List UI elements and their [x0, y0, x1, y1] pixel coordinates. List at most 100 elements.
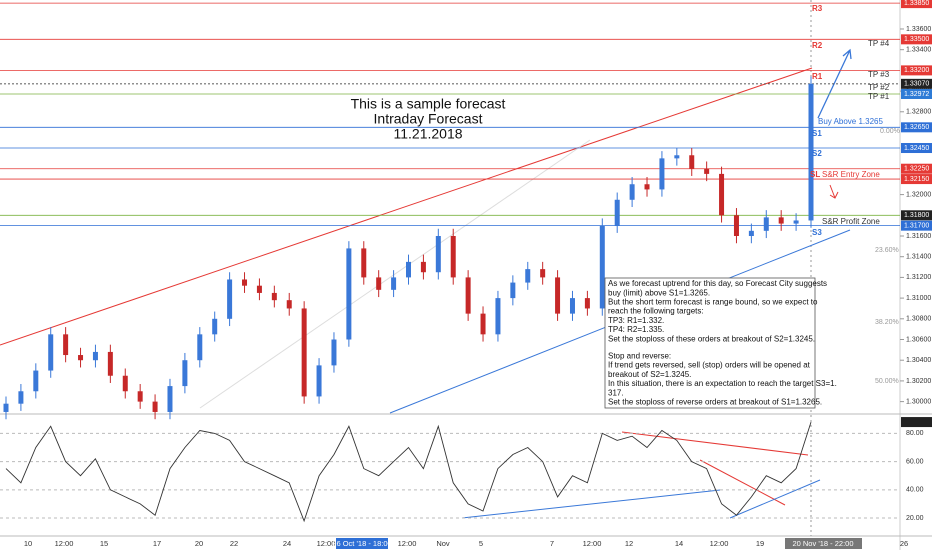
candle-body — [376, 277, 382, 290]
note-box — [604, 277, 816, 409]
candle-body — [510, 282, 516, 299]
candle-body — [271, 292, 277, 301]
candle-body — [301, 308, 307, 397]
level-label-bg — [901, 122, 932, 133]
annotation: TP #4 — [868, 39, 890, 48]
y-tick-label: 1.33600 — [906, 26, 931, 33]
candle-body — [465, 277, 471, 314]
y-tick-label: 1.32800 — [906, 109, 931, 116]
candle-body — [733, 215, 739, 236]
y-tick-label: 1.31000 — [906, 295, 931, 302]
x-tick-label: 20 — [195, 539, 203, 548]
candle-body — [763, 217, 769, 231]
x-tick-label: 24 — [283, 539, 291, 548]
osc-trend-line — [461, 489, 721, 519]
candle-body — [197, 334, 203, 361]
annotation: 23.60% — [875, 247, 899, 254]
annotation: Buy Above 1.3265 — [818, 117, 883, 126]
x-tick-label: 5 — [479, 539, 483, 548]
x-highlight — [336, 538, 388, 549]
axes: 1.336001.334001.330001.328001.320001.316… — [24, 0, 932, 549]
level-label: 1.33850 — [904, 0, 929, 7]
level-label-bg — [901, 174, 932, 185]
x-tick-label: 26 — [900, 539, 908, 548]
candle-body — [227, 279, 233, 319]
note-line: breakout of S2=1.3245. — [608, 370, 691, 379]
osc-trend-line — [729, 479, 821, 519]
note-line: Stop and reverse: — [608, 352, 671, 361]
candle-body — [122, 375, 128, 392]
level-label-bg — [901, 163, 932, 174]
y-tick-label: 1.30000 — [906, 398, 931, 405]
annotation: S&R Profit Zone — [822, 217, 880, 226]
candle-body — [569, 298, 575, 314]
candle-body — [152, 401, 158, 412]
x-tick-label: 22 — [230, 539, 238, 548]
candle-body — [793, 220, 799, 224]
candle-body — [391, 277, 397, 290]
candle-body — [78, 355, 84, 361]
candle-body — [361, 248, 367, 278]
level-label: 1.33500 — [904, 36, 929, 43]
osc-line — [5, 421, 812, 523]
level-label: 1.32250 — [904, 166, 929, 173]
level-label: 1.33200 — [904, 67, 929, 74]
annotation: TP #2 — [868, 83, 890, 92]
candle-body — [3, 403, 9, 412]
note-line: Set the stoploss of these orders at brea… — [608, 334, 815, 343]
y-tick-label: 1.31600 — [906, 233, 931, 240]
y-tick-label: 1.31400 — [906, 254, 931, 261]
note-line: As we forecast uptrend for this day, so … — [608, 279, 827, 288]
candle-body — [33, 370, 39, 392]
annotation: R2 — [812, 41, 823, 50]
level-label-bg — [901, 143, 932, 154]
note-line: TP4: R2=1.335. — [608, 325, 664, 334]
candle-body — [495, 298, 501, 335]
candle-body — [614, 199, 620, 226]
annotation: 38.20% — [875, 319, 899, 326]
x-tick-label: 20 Nov '18 - 22:00 — [792, 539, 853, 548]
note-line: But the short term forecast is range bou… — [608, 298, 818, 307]
level-label: 1.32972 — [904, 91, 929, 98]
x-tick-label: 26 Oct '18 - 18:00 — [332, 539, 391, 548]
note-line: 317. — [608, 388, 624, 397]
x-tick-label: Nov — [436, 539, 450, 548]
x-tick-label: 10 — [24, 539, 32, 548]
osc-tick-label: 20.00 — [906, 515, 924, 522]
osc-trend-line — [621, 431, 809, 456]
candle-body — [286, 300, 292, 309]
candle-body — [480, 313, 486, 335]
osc-trend-line — [699, 459, 786, 506]
level-label: 1.32150 — [904, 176, 929, 183]
annotation: S2 — [812, 149, 822, 158]
candle-body — [167, 386, 173, 412]
candle-body — [674, 155, 680, 159]
candle-body — [63, 334, 69, 356]
candle-body — [346, 248, 352, 340]
y-tick-label: 1.33400 — [906, 47, 931, 54]
title: Intraday Forecast — [374, 111, 483, 127]
candle-body — [316, 365, 322, 397]
candle-body — [659, 158, 665, 190]
osc-tick-label: 60.00 — [906, 458, 924, 465]
level-label-bg — [901, 0, 932, 9]
level-label: 1.33070 — [904, 81, 929, 88]
title: 11.21.2018 — [393, 126, 462, 142]
candle-body — [420, 261, 426, 273]
candle-body — [540, 269, 546, 278]
candle-body — [18, 391, 24, 404]
candle-body — [629, 184, 635, 200]
annotation: TP #1 — [868, 92, 890, 101]
x-tick-label: 7 — [550, 539, 554, 548]
candle-body — [525, 269, 531, 283]
level-label-bg — [901, 88, 932, 99]
y-tick-label: 1.30400 — [906, 357, 931, 364]
candle-body — [406, 261, 411, 278]
candle-body — [137, 391, 143, 402]
level-label: 1.31800 — [904, 212, 929, 219]
annotation: SL — [810, 170, 820, 179]
candle-body — [331, 339, 337, 366]
